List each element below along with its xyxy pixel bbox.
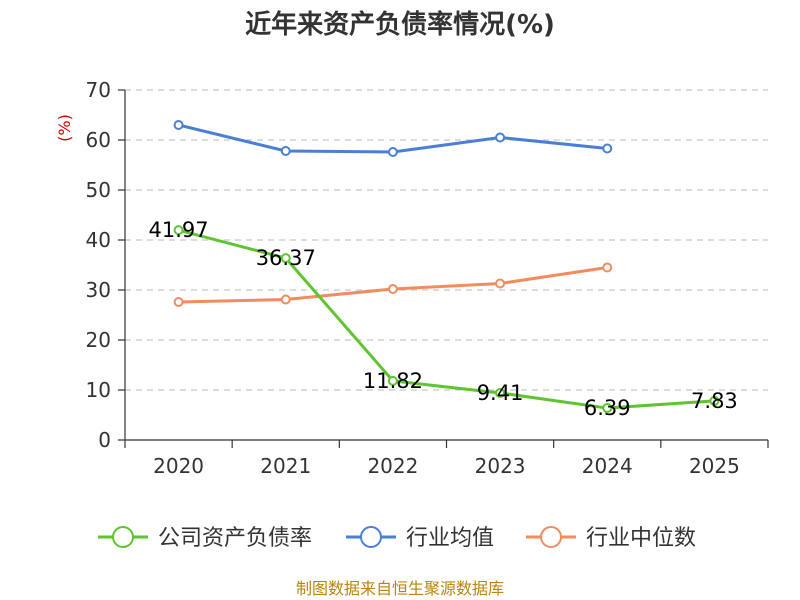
y-tick-label: 10 (86, 378, 111, 402)
x-tick-label: 2025 (689, 454, 740, 478)
data-point (495, 387, 506, 398)
data-point (387, 284, 398, 294)
data-label: 36.37 (256, 246, 316, 270)
y-tick-label: 0 (98, 428, 111, 452)
data-point (602, 403, 613, 414)
data-point (495, 132, 506, 143)
legend-swatch-marker (540, 526, 562, 548)
y-tick-label: 20 (86, 328, 111, 352)
x-tick-label: 2022 (367, 454, 418, 478)
data-point (280, 253, 291, 264)
y-tick-label: 70 (86, 78, 111, 102)
data-label: 41.97 (149, 218, 209, 242)
data-point (173, 225, 184, 236)
data-point (280, 294, 291, 305)
legend-label: 公司资产负债率 (158, 526, 312, 551)
source-note: 制图数据来自恒生聚源数据库 (296, 579, 504, 598)
legend: 公司资产负债率 行业均值 行业中位数 (98, 526, 696, 551)
data-label: 6.39 (584, 396, 631, 420)
x-tick-label: 2021 (260, 454, 311, 478)
legend-label: 行业均值 (406, 526, 494, 551)
data-point (280, 146, 291, 156)
data-label: 9.41 (477, 381, 524, 405)
data-point (709, 395, 720, 406)
data-point (602, 143, 613, 154)
y-tick-label: 30 (86, 278, 111, 302)
series-line (177, 228, 716, 410)
data-point (173, 120, 184, 130)
data-label: 7.83 (691, 389, 738, 413)
series-layer (173, 120, 720, 414)
y-tick-label: 40 (86, 228, 111, 252)
data-point (387, 147, 398, 157)
data-point (173, 297, 184, 307)
axes: 0 10 20 30 40 50 60 70 2020 2021 2022 2023 2024 2025 (86, 78, 769, 478)
x-tick-label: 2020 (153, 454, 204, 478)
data-point (495, 278, 506, 289)
legend-label: 行业中位数 (586, 526, 696, 551)
legend-swatch-marker (360, 526, 382, 548)
chart-title: 近年来资产负债率情况(%) (245, 9, 555, 40)
data-labels: 41.97 36.37 11.82 9.41 6.39 7.83 (149, 218, 738, 420)
y-tick-label: 60 (86, 128, 111, 152)
y-tick-label: 50 (86, 178, 111, 202)
data-point (387, 375, 398, 386)
data-point (602, 262, 613, 273)
x-tick-label: 2023 (475, 454, 526, 478)
legend-swatch-marker (112, 526, 134, 548)
y-axis-unit-label: (%) (55, 114, 74, 142)
x-tick-label: 2024 (582, 454, 633, 478)
data-label: 11.82 (363, 369, 423, 393)
grid-lines (125, 89, 768, 391)
